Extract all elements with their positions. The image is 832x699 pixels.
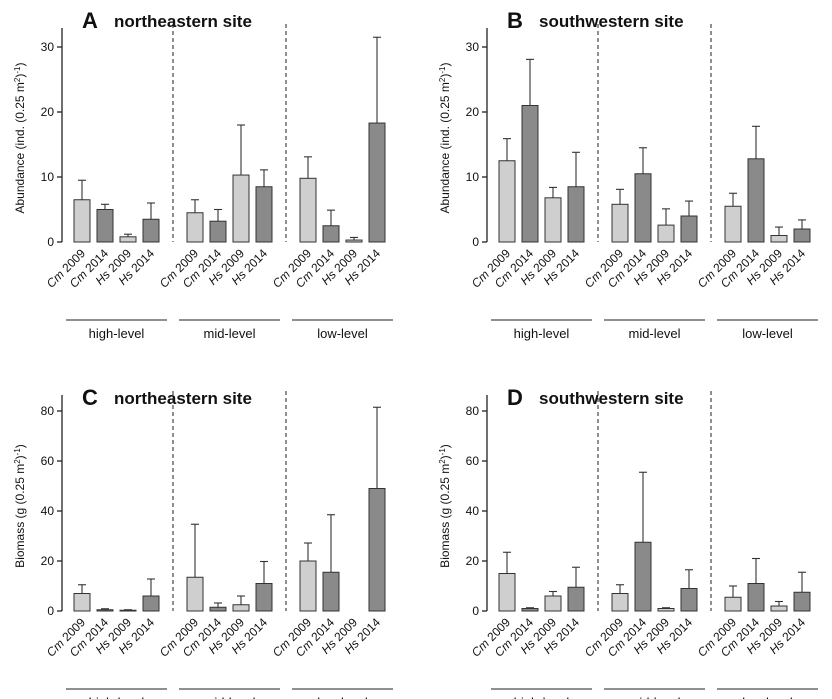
bar	[680, 588, 698, 612]
bar	[521, 608, 539, 612]
group-label: mid-level	[203, 695, 255, 699]
bar	[793, 228, 811, 243]
y-axis-label: Abundance (ind. (0.25 m2)-1)	[438, 63, 453, 214]
bar	[634, 173, 652, 243]
bar	[322, 571, 340, 612]
bar	[96, 209, 114, 243]
bar	[657, 608, 675, 612]
y-tick-label: 10	[466, 170, 480, 184]
bar	[232, 604, 250, 612]
bar	[770, 605, 788, 612]
bar	[567, 186, 585, 243]
bar	[498, 573, 516, 612]
bar	[232, 174, 250, 243]
panel-letter: A	[82, 8, 98, 33]
y-axis-label: Biomass (g (0.25 m2)-1)	[13, 444, 28, 568]
group-label: high-level	[514, 695, 570, 699]
bar	[498, 160, 516, 243]
y-tick-label: 30	[41, 40, 55, 54]
panel-letter: C	[82, 385, 98, 410]
panel-letter: B	[507, 8, 523, 33]
group-label: high-level	[514, 326, 570, 341]
panel-title: northeastern site	[114, 12, 252, 31]
bar	[368, 122, 386, 243]
bar	[255, 186, 273, 243]
bar	[322, 225, 340, 243]
y-tick-label: 10	[41, 170, 55, 184]
y-tick-label: 20	[41, 554, 55, 568]
bar	[186, 212, 204, 243]
bar	[521, 105, 539, 243]
y-tick-label: 40	[466, 504, 480, 518]
y-tick-label: 80	[466, 404, 480, 418]
y-tick-label: 60	[466, 454, 480, 468]
bar	[634, 541, 652, 612]
bar	[142, 218, 160, 243]
bar	[73, 593, 91, 612]
group-label: low-level	[742, 695, 793, 699]
bar	[299, 177, 317, 243]
bar	[747, 158, 765, 243]
bar	[209, 606, 227, 612]
y-tick-label: 60	[41, 454, 55, 468]
bar	[119, 609, 137, 612]
bar	[657, 224, 675, 243]
panel-letter: D	[507, 385, 523, 410]
group-label: mid-level	[203, 326, 255, 341]
bar	[544, 595, 562, 612]
bar	[680, 215, 698, 243]
group-label: mid-level	[628, 695, 680, 699]
panel-title: southwestern site	[539, 389, 684, 408]
y-tick-label: 0	[472, 604, 479, 618]
y-tick-label: 20	[466, 554, 480, 568]
y-tick-label: 0	[472, 235, 479, 249]
bar	[567, 586, 585, 612]
group-label: mid-level	[628, 326, 680, 341]
bar	[73, 199, 91, 243]
bar	[186, 576, 204, 612]
bar	[611, 203, 629, 243]
group-label: low-level	[317, 326, 368, 341]
y-tick-label: 20	[466, 105, 480, 119]
y-axis-label: Abundance (ind. (0.25 m2)-1)	[13, 63, 28, 214]
y-axis-label: Biomass (g (0.25 m2)-1)	[438, 444, 453, 568]
group-label: high-level	[89, 695, 145, 699]
bar	[368, 488, 386, 612]
group-label: high-level	[89, 326, 145, 341]
bar	[724, 596, 742, 612]
y-tick-label: 20	[41, 105, 55, 119]
bar	[793, 591, 811, 612]
y-tick-label: 30	[466, 40, 480, 54]
bar	[255, 583, 273, 612]
bar	[724, 205, 742, 243]
bar	[770, 235, 788, 243]
group-label: low-level	[317, 695, 368, 699]
y-tick-label: 0	[47, 604, 54, 618]
bar	[544, 197, 562, 243]
y-tick-label: 0	[47, 235, 54, 249]
bar	[96, 609, 114, 612]
y-tick-label: 80	[41, 404, 55, 418]
bar	[611, 593, 629, 612]
group-label: low-level	[742, 326, 793, 341]
bar	[345, 239, 363, 243]
bar	[299, 560, 317, 612]
bar	[209, 220, 227, 243]
panel-title: southwestern site	[539, 12, 684, 31]
bar	[747, 583, 765, 612]
y-tick-label: 40	[41, 504, 55, 518]
bar	[119, 236, 137, 243]
bar	[142, 595, 160, 612]
panel-title: northeastern site	[114, 389, 252, 408]
